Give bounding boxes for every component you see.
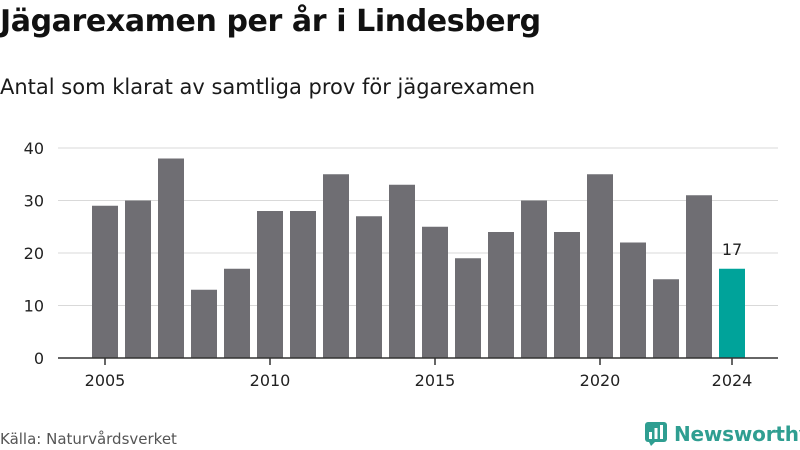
labels: 0 10 20 30 40 17 2005 2010 2015 2020 2024 [24,139,753,390]
y-tick-label: 0 [34,349,44,368]
x-tick-label: 2015 [415,371,456,390]
bar [158,158,184,358]
x-tick-label: 2010 [250,371,291,390]
x-tick-label: 2005 [85,371,126,390]
bar [422,226,448,358]
bar [455,258,481,358]
brand-logo[interactable]: Newsworthy [644,420,800,448]
bar [719,268,745,358]
bar [290,211,316,358]
bar [686,195,712,358]
y-tick-label: 10 [24,297,44,316]
bar [356,216,382,358]
x-tick-label: 2024 [712,371,753,390]
bars [92,158,745,358]
bar [620,242,646,358]
source-note: Källa: Naturvårdsverket [0,430,177,448]
bar-chart-logo-icon [645,422,667,446]
bar [554,232,580,358]
bar [125,200,151,358]
chart-subtitle: Antal som klarat av samtliga prov för jä… [0,75,536,99]
bar [587,174,613,358]
y-tick-label: 20 [24,244,44,263]
bar [488,232,514,358]
x-tick-label: 2020 [580,371,621,390]
brand-name: Newsworthy [674,422,800,446]
y-tick-label: 30 [24,192,44,211]
bar [224,268,250,358]
chart-title: Jägarexamen per år i Lindesberg [0,4,541,39]
bar [323,174,349,358]
bar [653,279,679,358]
axes [58,357,778,365]
data-label: 17 [722,240,742,259]
bar [191,289,217,358]
bar [521,200,547,358]
bar [389,184,415,358]
y-tick-label: 40 [24,139,44,158]
bar [92,205,118,358]
bar [257,211,283,358]
